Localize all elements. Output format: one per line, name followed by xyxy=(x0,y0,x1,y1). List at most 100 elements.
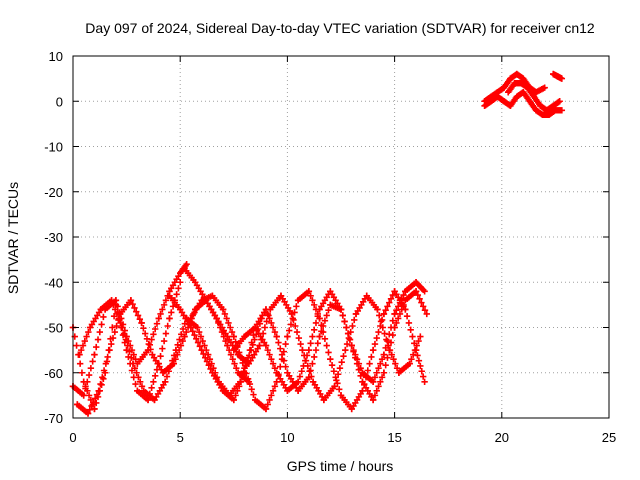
y-tick-label: -40 xyxy=(44,275,63,290)
data-point xyxy=(378,355,386,363)
data-point xyxy=(371,374,379,381)
data-point xyxy=(282,340,289,348)
data-point xyxy=(382,362,389,369)
data-point xyxy=(558,107,566,114)
y-tick-label: -60 xyxy=(44,366,63,381)
data-point xyxy=(414,352,421,359)
data-point xyxy=(403,312,411,320)
data-point xyxy=(230,333,237,340)
data-point xyxy=(303,352,311,359)
data-point xyxy=(246,380,254,388)
data-point xyxy=(377,378,384,385)
data-point xyxy=(199,337,206,345)
data-point xyxy=(269,360,277,367)
data-point xyxy=(138,319,145,327)
data-point xyxy=(369,396,377,404)
data-point xyxy=(391,310,398,318)
data-point xyxy=(364,367,371,374)
data-point xyxy=(398,295,405,303)
data-point xyxy=(342,346,349,354)
data-point xyxy=(375,328,382,336)
data-point xyxy=(134,312,142,319)
data-point xyxy=(136,378,144,385)
data-point xyxy=(179,325,187,333)
data-point xyxy=(392,360,399,367)
data-point xyxy=(110,301,117,309)
data-point xyxy=(91,351,98,358)
data-point xyxy=(556,98,563,105)
data-point xyxy=(225,319,232,327)
data-point xyxy=(91,395,99,402)
data-point xyxy=(328,362,336,369)
data-point xyxy=(127,297,135,304)
data-point xyxy=(411,340,418,347)
data-point xyxy=(412,346,420,354)
data-point xyxy=(369,378,377,385)
data-point xyxy=(309,360,316,367)
data-point xyxy=(147,346,154,353)
data-point xyxy=(200,350,207,358)
data-point xyxy=(558,75,566,82)
data-point xyxy=(389,317,397,324)
data-point xyxy=(394,303,402,310)
data-point xyxy=(396,310,404,318)
data-point xyxy=(83,333,90,340)
data-point xyxy=(234,387,241,395)
data-point xyxy=(375,365,382,372)
data-point xyxy=(143,335,151,343)
data-point xyxy=(332,374,339,381)
data-point xyxy=(416,295,423,303)
data-points xyxy=(69,70,566,417)
data-point xyxy=(343,324,350,331)
data-point xyxy=(419,373,427,380)
data-point xyxy=(261,324,269,331)
data-point xyxy=(84,378,91,385)
x-axis-label: GPS time / hours xyxy=(287,458,394,474)
data-point xyxy=(384,354,391,361)
data-point xyxy=(380,310,388,318)
data-point xyxy=(380,351,388,358)
data-point xyxy=(81,337,88,345)
data-point xyxy=(172,355,179,363)
data-point xyxy=(309,297,316,304)
data-point xyxy=(423,310,430,318)
data-point xyxy=(273,378,280,385)
data-point xyxy=(277,363,284,370)
y-axis-label: SDTVAR / TECUs xyxy=(5,182,21,294)
data-point xyxy=(170,352,178,359)
data-point xyxy=(223,315,230,322)
data-point xyxy=(378,374,386,381)
data-point xyxy=(97,380,104,388)
data-point xyxy=(386,346,394,354)
data-point xyxy=(237,378,245,385)
data-point xyxy=(93,391,101,398)
data-point xyxy=(132,355,139,363)
y-tick-label: 0 xyxy=(56,94,63,109)
data-point xyxy=(239,359,246,367)
data-point xyxy=(289,315,296,322)
data-point xyxy=(113,322,120,330)
data-point xyxy=(174,341,181,349)
data-point xyxy=(164,322,171,330)
data-point xyxy=(327,355,334,363)
data-point xyxy=(386,299,393,306)
data-point xyxy=(85,328,92,336)
data-point xyxy=(409,333,416,340)
data-point xyxy=(402,306,409,313)
data-point xyxy=(189,328,196,335)
data-point xyxy=(262,342,270,349)
data-point xyxy=(321,335,329,343)
data-point xyxy=(128,354,135,361)
data-point xyxy=(299,346,306,354)
data-point xyxy=(266,396,273,404)
series-sat-8 xyxy=(230,279,428,395)
data-point xyxy=(233,365,240,372)
data-point xyxy=(262,405,270,413)
data-point xyxy=(414,291,422,299)
data-point xyxy=(141,330,149,337)
data-point xyxy=(111,328,119,336)
data-point xyxy=(412,288,420,295)
data-point xyxy=(418,368,425,375)
data-point xyxy=(187,324,195,331)
data-point xyxy=(227,351,235,358)
